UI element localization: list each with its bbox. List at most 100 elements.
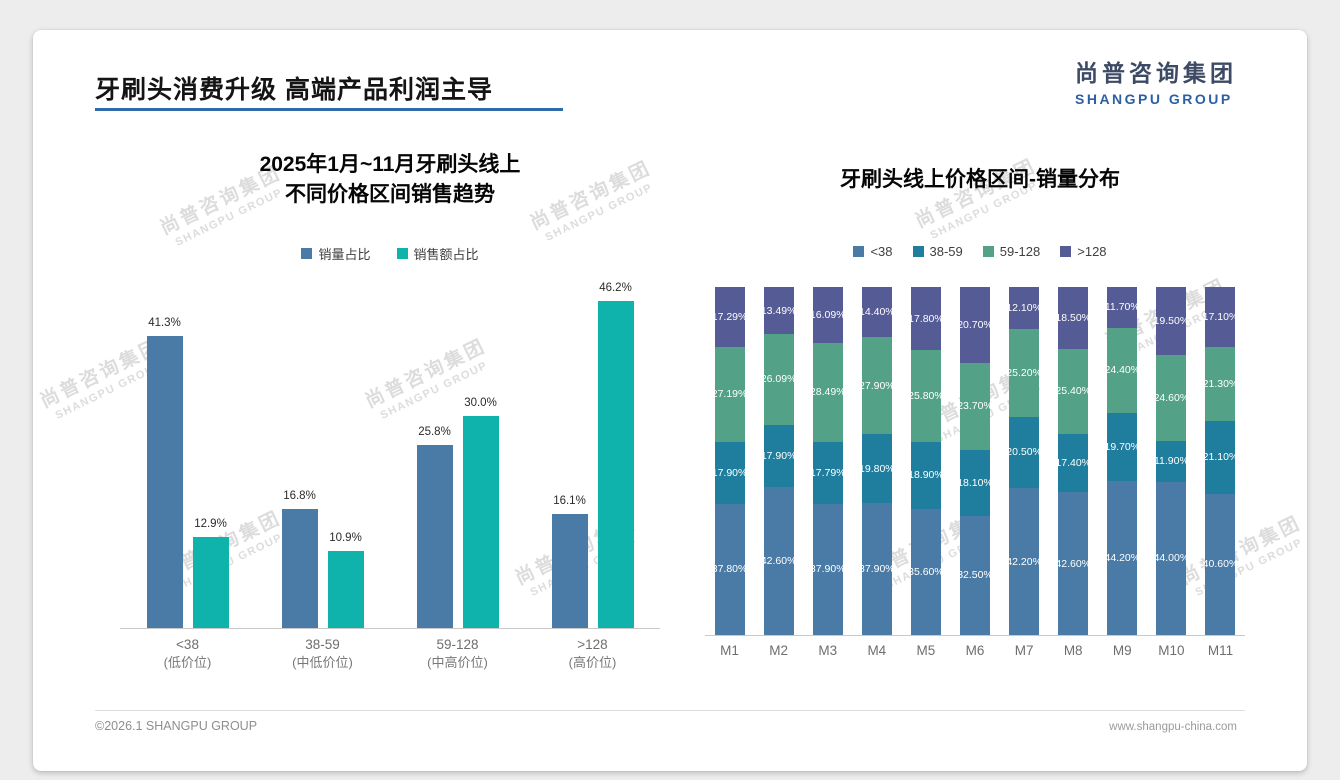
stack-cell: 44.20% 19.70% 24.40% 11.70% <box>1098 287 1147 635</box>
bar-wrap: 30.0% <box>462 397 499 628</box>
stacked-bar: 42.60% 17.40% 25.40% 18.50% <box>1055 286 1092 635</box>
legend-swatch <box>301 248 313 259</box>
bar-value-label: 16.8% <box>283 490 316 502</box>
x-axis-label-sub: (中低价位) <box>292 655 353 670</box>
segment-value-label: 28.49% <box>809 386 846 399</box>
x-axis-label: M3 <box>818 643 838 658</box>
stacked-bar: 42.20% 20.50% 25.20% 12.10% <box>1006 287 1042 635</box>
segment-value-label: 19.50% <box>1153 314 1190 327</box>
bar-segment: 17.10% <box>1203 287 1238 347</box>
segment-value-label: 25.20% <box>1006 366 1042 379</box>
bar-value-label: 30.0% <box>464 396 497 409</box>
segment-value-label: 35.60% <box>908 565 944 578</box>
x-axis-label-sub: (高价位) <box>568 655 617 670</box>
bar-segment: 18.90% <box>908 441 944 509</box>
bar-segment: 19.50% <box>1154 287 1189 355</box>
stacked-bar: 35.60% 18.90% 25.80% 17.80% <box>908 287 944 635</box>
stack-cell: 37.90% 17.79% 28.49% 16.09% <box>803 287 852 635</box>
bar-segment: 25.20% <box>1006 329 1042 417</box>
stack-cell: 42.60% 17.40% 25.40% 18.50% <box>1049 286 1098 635</box>
stack-cell: 42.20% 20.50% 25.20% 12.10% <box>1000 287 1049 635</box>
stacked-bar: 37.90% 19.80% 27.90% 14.40% <box>859 287 895 635</box>
bar-wrap: 25.8% <box>416 426 453 628</box>
bar-segment: 17.79% <box>809 441 846 504</box>
segment-value-label: 17.90% <box>760 449 797 462</box>
legend-label: <38 <box>870 244 893 259</box>
segment-value-label: 21.10% <box>1202 451 1239 464</box>
stacked-bar: 37.90% 17.79% 28.49% 16.09% <box>809 287 846 635</box>
legend-swatch <box>912 246 924 257</box>
bar-wrap: 46.2% <box>597 282 634 628</box>
bar-value-label: 10.9% <box>329 531 362 544</box>
bar-segment: 37.90% <box>859 503 895 635</box>
legend-swatch <box>853 246 865 257</box>
right-chart-title: 牙刷头线上价格区间-销量分布 <box>840 168 1120 191</box>
bar-group: 16.1% 46.2% <box>525 282 660 628</box>
bar-segment: 37.90% <box>809 503 846 635</box>
left-chart-plot: 41.3% 12.9% 16.8% 10.9% 25.8% 30.0% 16.1% 46.2% <box>120 282 660 629</box>
bar-segment: 11.70% <box>1105 287 1140 328</box>
bar-segment: 17.90% <box>760 424 797 487</box>
bar-group: 41.3% 12.9% <box>120 288 255 628</box>
bar <box>551 514 588 628</box>
segment-value-label: 24.40% <box>1104 364 1141 377</box>
bar-segment: 17.29% <box>712 286 747 348</box>
footer-divider <box>95 710 1245 711</box>
bar-segment: 35.60% <box>908 508 944 635</box>
logo-english-text: SHANGPU GROUP <box>1075 91 1233 107</box>
legend-label: >128 <box>1077 244 1107 259</box>
segment-value-label: 16.09% <box>809 309 846 322</box>
bar-segment: 18.10% <box>957 449 993 516</box>
x-axis-label: M4 <box>867 643 887 658</box>
segment-value-label: 24.60% <box>1153 391 1190 404</box>
bar-segment: 26.09% <box>761 334 796 425</box>
x-axis-label-main: 59-128 <box>436 637 479 652</box>
segment-value-label: 37.80% <box>711 563 748 576</box>
bar-wrap: 10.9% <box>327 532 364 628</box>
legend-label: 销售额占比 <box>413 247 479 262</box>
bar-value-label: 46.2% <box>599 281 632 294</box>
bar-value-label: 25.8% <box>418 426 451 439</box>
segment-value-label: 18.10% <box>957 476 993 489</box>
bar-wrap: 16.8% <box>281 490 318 628</box>
bar <box>327 550 364 628</box>
bar-wrap: 12.9% <box>192 518 229 628</box>
x-axis-label: <38 (低价位) <box>120 636 255 672</box>
legend-item: 38-59 <box>912 244 963 259</box>
bar-segment: 42.60% <box>761 486 796 635</box>
bar-segment: 23.70% <box>957 362 993 450</box>
x-axis-label: 38-59 (中低价位) <box>255 636 390 672</box>
stacked-bar: 42.60% 17.90% 26.09% 13.49% <box>760 287 797 635</box>
legend-label: 38-59 <box>929 244 963 259</box>
bar-value-label: 41.3% <box>148 316 181 329</box>
bar-group: 16.8% 10.9% <box>255 288 390 628</box>
bar <box>192 536 229 628</box>
legend-swatch <box>396 248 408 259</box>
stacked-bar: 44.00% 11.90% 24.60% 19.50% <box>1154 287 1189 635</box>
legend-item: <38 <box>853 244 893 259</box>
legend-item: >128 <box>1060 244 1107 259</box>
stacked-bar: 37.80% 17.90% 27.19% 17.29% <box>711 286 748 635</box>
segment-value-label: 25.40% <box>1055 385 1092 398</box>
bar-segment: 17.40% <box>1055 434 1091 493</box>
legend-item: 销量占比 <box>301 244 371 263</box>
stack-cell: 44.00% 11.90% 24.60% 19.50% <box>1147 287 1196 635</box>
segment-value-label: 37.90% <box>859 563 895 576</box>
bar-value-label: 12.9% <box>194 517 227 530</box>
x-axis-label: M9 <box>1112 643 1132 658</box>
segment-value-label: 23.70% <box>957 400 993 413</box>
bar <box>281 509 318 628</box>
right-chart-xaxis-labels: M1 M2 M3 M4 M5 M6 M7 M8 M9 M10 M11 <box>705 642 1245 660</box>
bar-segment: 21.10% <box>1203 420 1238 494</box>
slide-card: 尚普咨询集团 SHANGPU GROUP 尚普咨询集团 SHANGPU GROUP 尚普… <box>33 30 1307 771</box>
bar-segment: 42.20% <box>1006 488 1042 635</box>
x-axis-label-main: <38 <box>176 637 199 652</box>
bar-segment: 17.80% <box>908 287 944 351</box>
segment-value-label: 37.90% <box>809 563 846 576</box>
x-axis-label: 59-128 (中高价位) <box>390 636 525 672</box>
x-axis-label: M5 <box>916 643 936 658</box>
segment-value-label: 13.49% <box>760 304 797 317</box>
segment-value-label: 17.79% <box>809 466 846 479</box>
